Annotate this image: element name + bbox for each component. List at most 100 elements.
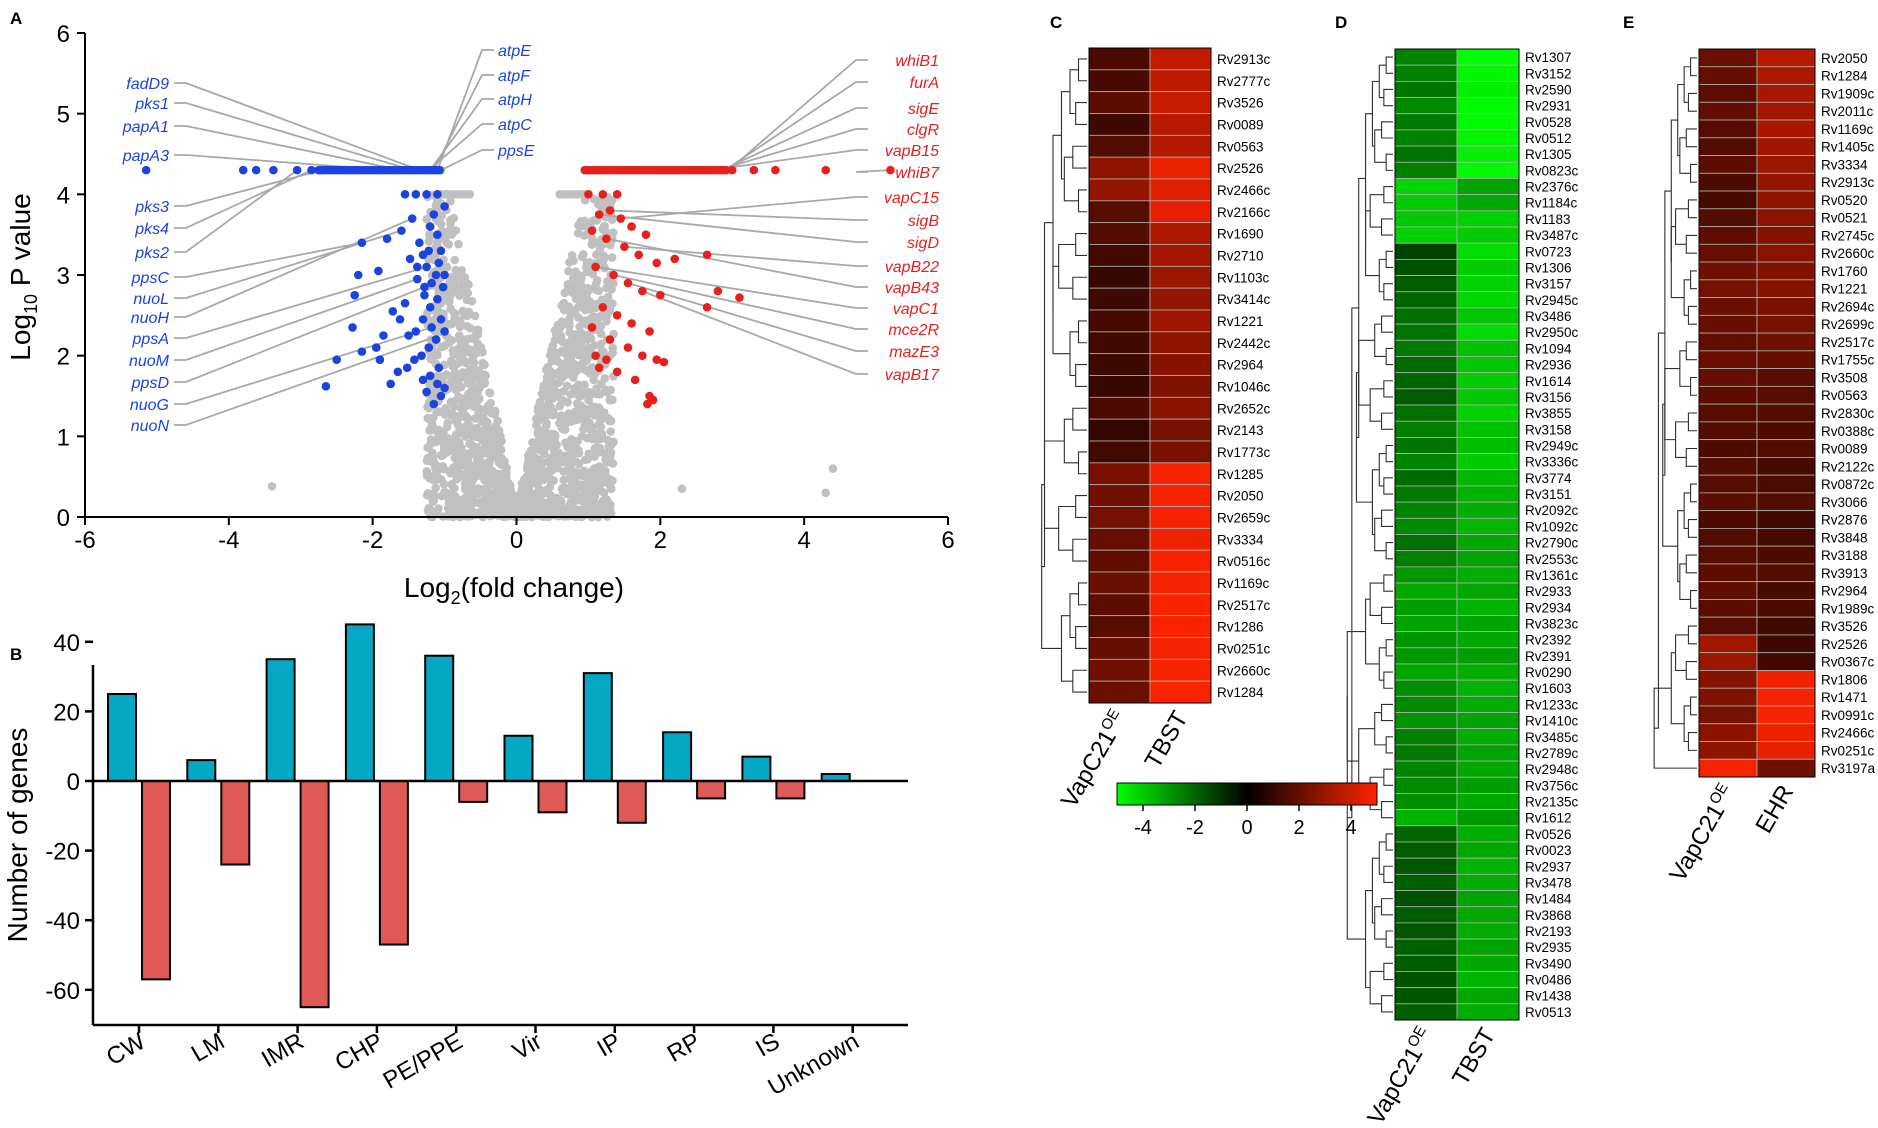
ns-point (539, 499, 549, 508)
heatmap-cell (1456, 226, 1520, 244)
ns-point (446, 356, 456, 366)
ns-point (454, 239, 463, 249)
x-tick-label: 6 (941, 527, 954, 554)
row-label: Rv1092c (1525, 519, 1579, 534)
ns-point (605, 500, 615, 509)
down-point (379, 331, 388, 340)
row-label: Rv0388c (1821, 424, 1875, 439)
dendrogram-branch (1385, 542, 1393, 560)
heatmap-cell (1756, 84, 1816, 103)
down-point (434, 363, 444, 373)
row-label: Rv3508 (1821, 370, 1868, 385)
ns-point (449, 349, 458, 359)
ns-point (543, 468, 552, 477)
leader-line (642, 290, 868, 375)
row-label: Rv3334 (1217, 532, 1264, 547)
ns-point (598, 199, 607, 208)
heatmap-cell (1456, 339, 1520, 357)
heatmap-cell (1698, 705, 1758, 725)
dendrogram-branch (1077, 189, 1087, 213)
ns-point (447, 272, 457, 282)
ns-point (608, 395, 617, 405)
heatmap-cell (1456, 323, 1520, 341)
row-label: Rv3336c (1525, 455, 1579, 470)
dendrogram-branch (1069, 593, 1079, 639)
ns-point (531, 505, 541, 515)
y-ticks: -60 -40 -20 0 20 40 (45, 630, 93, 1005)
ns-point (433, 428, 443, 438)
ns-point (447, 230, 457, 239)
heatmap-cell (1456, 420, 1520, 438)
heatmap-cell (1394, 517, 1458, 535)
dendrogram-branch (1383, 768, 1393, 786)
heatmap-cell (1756, 155, 1816, 174)
row-label: Rv2945c (1525, 293, 1579, 308)
ns-point (573, 303, 583, 312)
ns-point (470, 311, 480, 321)
y-tick-label: 5 (57, 102, 70, 129)
row-label: Rv2135c (1525, 795, 1579, 810)
heatmap-cell (1756, 492, 1816, 512)
ns-point (592, 250, 601, 259)
up-point (727, 165, 737, 175)
y-tick-label: -40 (45, 908, 80, 935)
dendrogram-branch (1381, 800, 1393, 819)
up-point (612, 190, 622, 199)
up-point (591, 351, 600, 360)
heatmap-cell (1149, 309, 1212, 333)
ns-point (455, 316, 464, 326)
row-label: Rv2937 (1525, 859, 1572, 874)
heatmap-cell (1756, 172, 1816, 192)
ns-point (677, 484, 687, 494)
ns-point (546, 367, 555, 376)
dendrogram-branch (1383, 380, 1393, 398)
ns-point (518, 489, 528, 498)
dendrogram-branch (1381, 703, 1393, 722)
dendrogram-branch (1075, 364, 1087, 387)
down-point (434, 258, 444, 268)
row-label: Rv1361c (1525, 568, 1579, 583)
dendrogram-branch (1690, 696, 1697, 716)
ns-point (462, 334, 472, 344)
down-point (374, 266, 383, 276)
row-label: Rv0513 (1525, 1005, 1572, 1020)
dendrogram-branch (1683, 492, 1691, 529)
y-tick-label: 0 (67, 769, 80, 796)
heatmap-cell (1088, 637, 1151, 660)
heatmap-cell (1088, 69, 1151, 93)
ns-point (463, 279, 473, 289)
heatmap-cell (1456, 436, 1520, 454)
row-label: Rv3157 (1525, 277, 1572, 292)
heatmap-cell (1394, 1003, 1458, 1021)
up-point (616, 214, 626, 223)
row-label: Rv2050 (1217, 489, 1264, 504)
row-label: Rv3526 (1821, 619, 1868, 634)
heatmap-cell (1394, 64, 1458, 82)
row-label: Rv2790c (1525, 536, 1579, 551)
ns-point (426, 439, 436, 449)
bar-down (141, 780, 171, 981)
heatmap-cell (1456, 890, 1520, 908)
dendrogram-branch (1685, 661, 1697, 680)
row-label: Rv0367c (1821, 655, 1875, 670)
down-point (422, 262, 431, 272)
row-label: Rv2934 (1525, 600, 1572, 615)
ns-point (577, 252, 587, 262)
panel-label-e: E (1623, 13, 1634, 32)
ns-point (591, 443, 601, 452)
heatmap-cell (1394, 48, 1458, 66)
leader-line (710, 149, 868, 172)
heatmap-cell (1756, 599, 1816, 618)
heatmap-cell (1756, 226, 1816, 245)
gene-label: pks4 (134, 221, 169, 238)
ns-point (492, 483, 502, 493)
ns-point (474, 498, 484, 508)
down-point (412, 274, 422, 284)
row-label: Rv1305 (1525, 147, 1572, 162)
ns-point (504, 480, 513, 489)
leader-line (440, 149, 494, 171)
heatmap-cell (1456, 760, 1520, 778)
gene-label: nuoL (133, 291, 169, 308)
heatmap-cell (1698, 474, 1758, 494)
up-point (638, 351, 647, 360)
